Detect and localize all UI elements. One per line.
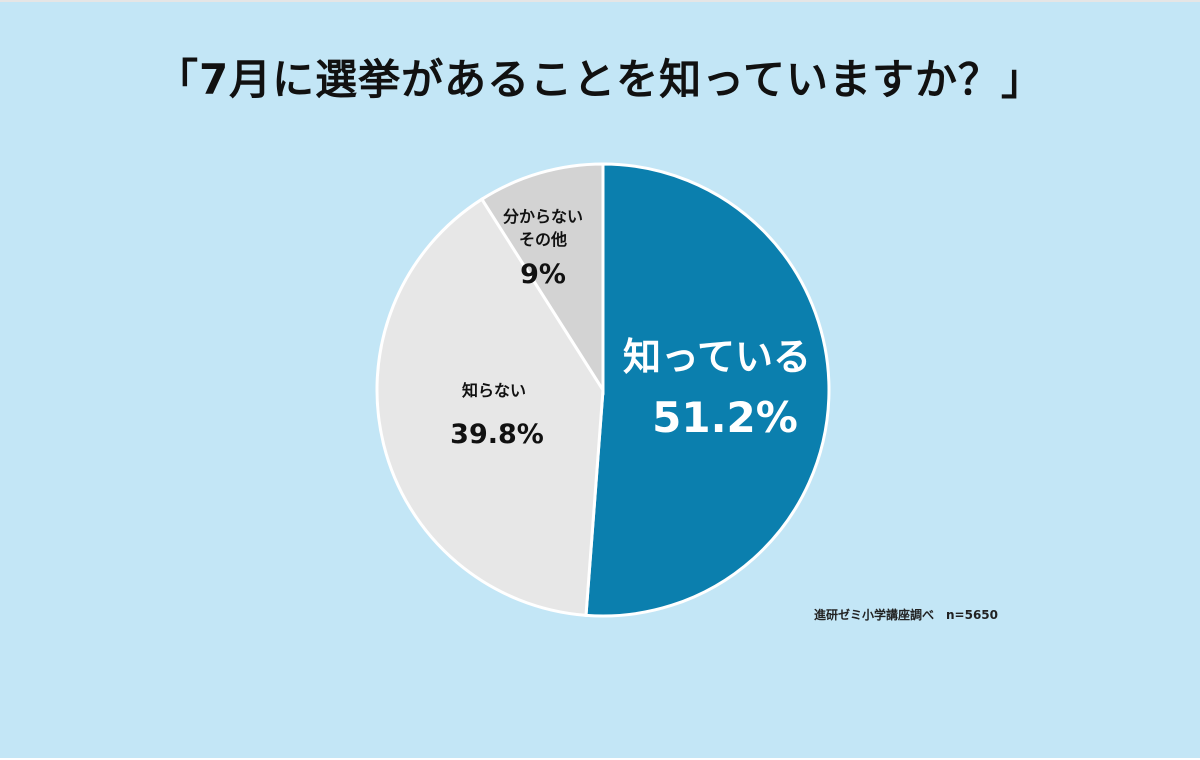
slice-value-does-not-know: 39.8% <box>450 419 544 450</box>
source-note: 進研ゼミ小学講座調べ n=5650 <box>814 608 998 622</box>
pie-slice-unknown-other <box>479 162 605 396</box>
pie-slice-knows <box>584 162 831 618</box>
slice-label-does-not-know: 知らない <box>462 381 526 400</box>
slice-label-unknown-line1: 分からない <box>503 207 583 226</box>
slice-label-knows: 知っている <box>623 335 811 379</box>
slice-label-unknown-line2: その他 <box>519 230 567 249</box>
slice-value-knows: 51.2% <box>652 393 798 442</box>
chart-title: 「7月に選挙があることを知っていますか？」 <box>155 55 1045 104</box>
slice-value-unknown: 9% <box>520 259 566 290</box>
